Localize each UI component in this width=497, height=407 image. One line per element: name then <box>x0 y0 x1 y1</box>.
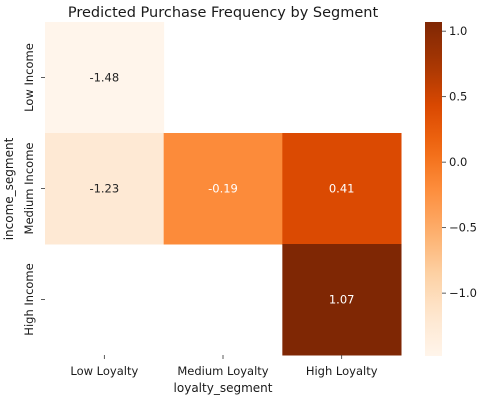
chart-title: Predicted Purchase Frequency by Segment <box>68 5 379 21</box>
heatmap-cell-labels: -1.48 -1.23 -0.19 0.41 1.07 <box>89 71 354 307</box>
colorbar-tick-label: 0.5 <box>449 90 467 104</box>
y-tick-label: High Income <box>22 263 36 335</box>
cell-value-label: -1.48 <box>89 71 119 85</box>
colorbar-tick-label: −0.5 <box>449 221 477 235</box>
y-axis: Low Income Medium Income High Income <box>22 43 45 336</box>
x-tick-label: Medium Loyalty <box>177 364 268 378</box>
heatmap-cell <box>282 133 402 245</box>
colorbar-tick-label: 0.0 <box>449 155 467 169</box>
colorbar-gradient <box>425 22 442 356</box>
heatmap-cell <box>163 133 283 245</box>
x-axis: Low Loyalty Medium Loyalty High Loyalty <box>70 355 378 378</box>
y-axis-label: income_segment <box>2 137 16 240</box>
cell-value-label: 1.07 <box>329 293 355 307</box>
colorbar: 1.0 0.5 0.0 −0.5 −1.0 <box>425 22 477 356</box>
heatmap-cell <box>45 22 165 134</box>
heatmap-cell <box>45 133 165 245</box>
heatmap-cell <box>282 244 402 356</box>
heatmap-cells <box>45 22 402 356</box>
cell-value-label: -1.23 <box>89 182 119 196</box>
x-tick-label: High Loyalty <box>306 364 378 378</box>
x-tick-label: Low Loyalty <box>70 364 138 378</box>
y-tick-label: Low Income <box>22 43 36 112</box>
cell-value-label: 0.41 <box>329 182 355 196</box>
y-tick-label: Medium Income <box>22 143 36 235</box>
colorbar-tick-label: 1.0 <box>449 24 467 38</box>
cell-value-label: -0.19 <box>208 182 238 196</box>
x-axis-label: loyalty_segment <box>174 381 273 395</box>
colorbar-tick-label: −1.0 <box>449 286 477 300</box>
